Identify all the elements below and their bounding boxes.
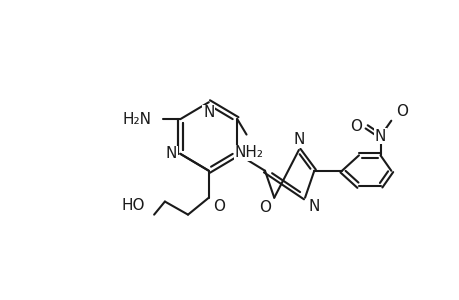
Text: N: N xyxy=(292,132,304,147)
Text: N: N xyxy=(203,105,214,120)
Text: HO: HO xyxy=(121,198,145,213)
Text: N: N xyxy=(166,146,177,161)
Text: N: N xyxy=(374,129,386,144)
Text: O: O xyxy=(349,119,361,134)
Text: N: N xyxy=(308,199,319,214)
Text: O: O xyxy=(258,200,271,215)
Text: O: O xyxy=(395,104,407,119)
Text: O: O xyxy=(212,199,224,214)
Text: NH₂: NH₂ xyxy=(234,145,263,160)
Text: H₂N: H₂N xyxy=(123,112,151,127)
